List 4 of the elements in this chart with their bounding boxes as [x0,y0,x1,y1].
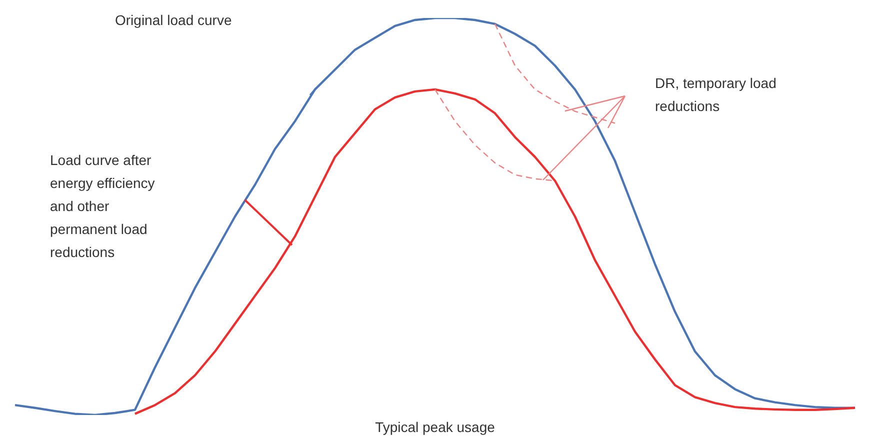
annotation: Load curve after energy efficiency and other permanent load reductions [50,152,155,260]
annotation: Original load curve [115,12,232,28]
annotation: DR, temporary load reductions [655,75,776,114]
x-axis-title: Typical peak usage [375,419,496,435]
